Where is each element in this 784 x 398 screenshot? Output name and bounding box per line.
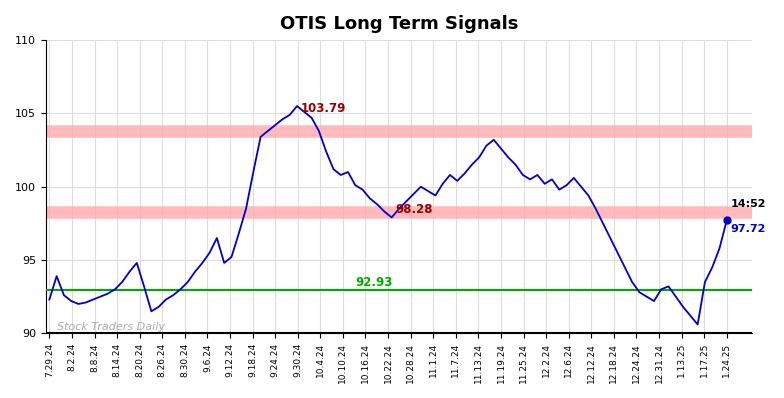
Text: 14:52: 14:52: [731, 199, 766, 209]
Text: 97.72: 97.72: [731, 224, 766, 234]
Title: OTIS Long Term Signals: OTIS Long Term Signals: [280, 15, 518, 33]
Text: 98.28: 98.28: [395, 203, 433, 216]
Text: 103.79: 103.79: [301, 102, 346, 115]
Text: 92.93: 92.93: [355, 276, 393, 289]
Text: Stock Traders Daily: Stock Traders Daily: [56, 322, 165, 332]
